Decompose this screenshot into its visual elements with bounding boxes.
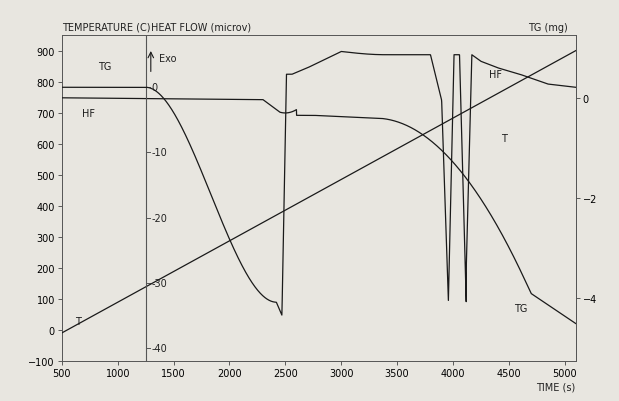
Text: T: T	[501, 133, 507, 143]
Text: Exo: Exo	[158, 54, 176, 64]
Text: TG (mg): TG (mg)	[528, 23, 568, 33]
Text: TG: TG	[514, 304, 527, 314]
Text: HF: HF	[82, 109, 95, 119]
Text: TG: TG	[98, 62, 111, 72]
Text: -10: -10	[152, 148, 168, 158]
Text: -40: -40	[152, 343, 168, 353]
Text: HEAT FLOW (microv): HEAT FLOW (microv)	[151, 23, 251, 33]
Text: T: T	[76, 316, 81, 326]
Text: HF: HF	[488, 70, 501, 80]
Text: TEMPERATURE (C): TEMPERATURE (C)	[62, 23, 150, 33]
Text: TIME (s): TIME (s)	[537, 382, 576, 392]
Text: -20: -20	[152, 213, 168, 223]
Text: -30: -30	[152, 278, 168, 288]
Text: 0: 0	[152, 83, 158, 93]
